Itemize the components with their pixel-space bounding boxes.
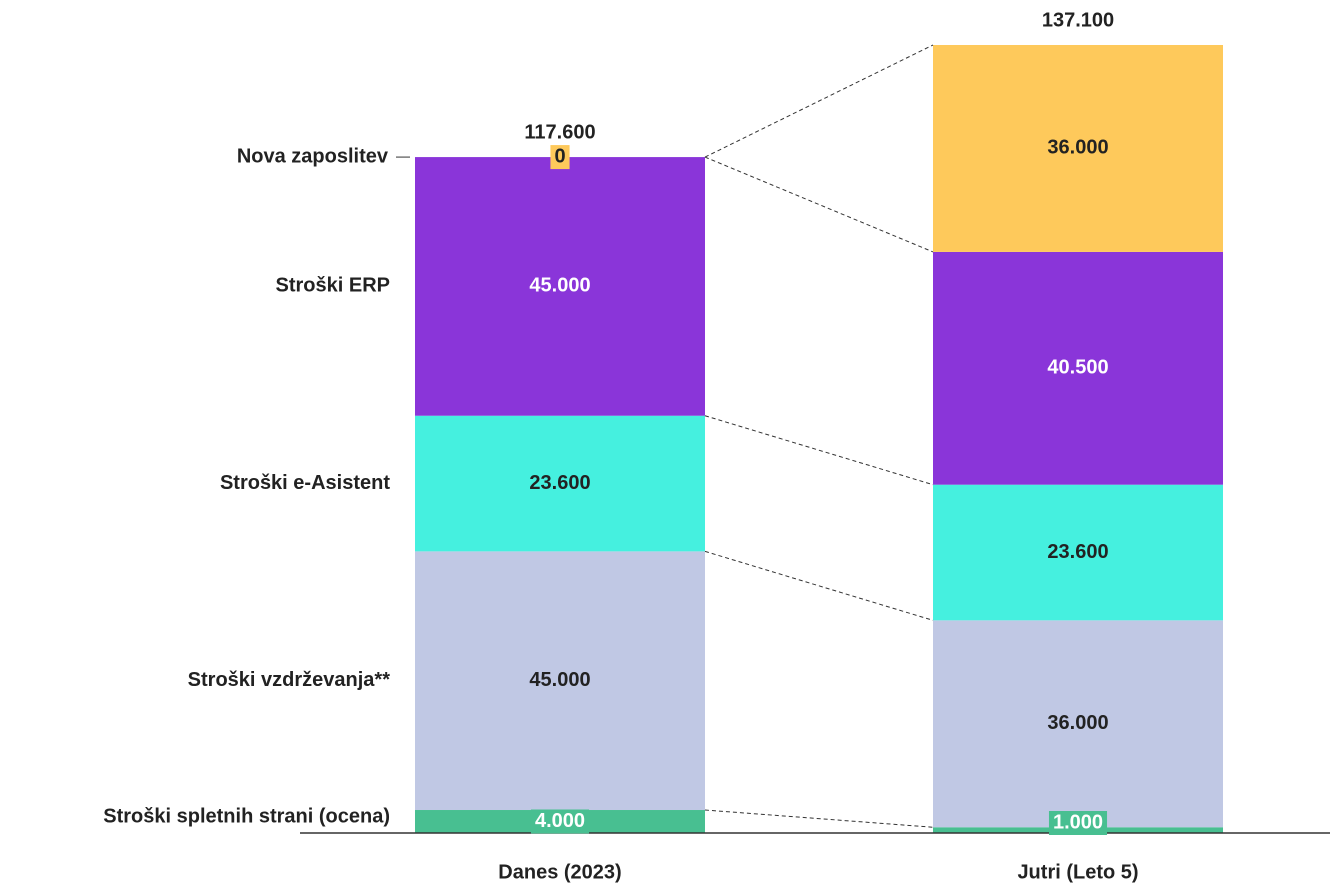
bar-segment — [415, 415, 705, 552]
value-label: 1.000 — [1053, 811, 1103, 833]
bar-segment — [415, 157, 705, 416]
total-label: 117.600 — [524, 121, 595, 143]
bar-segment — [933, 45, 1223, 252]
connector — [704, 44, 934, 158]
connector — [704, 809, 934, 828]
value-label: 36.000 — [1047, 712, 1108, 734]
legend-label: Stroški spletnih strani (ocena) — [103, 805, 390, 827]
total-label: 137.100 — [1042, 9, 1114, 31]
bar-segment — [933, 620, 1223, 828]
value-label: 23.600 — [529, 472, 590, 494]
bar-segment — [933, 484, 1223, 621]
bar-segment — [415, 551, 705, 811]
value-label: 40.500 — [1047, 357, 1108, 379]
label-box — [550, 145, 570, 170]
connector — [704, 550, 934, 621]
x-tick-label: Danes (2023) — [498, 861, 621, 883]
bar-segment — [933, 251, 1223, 485]
value-label: 0 — [554, 145, 565, 167]
legend-label: Stroški ERP — [276, 275, 390, 297]
connector — [704, 415, 934, 486]
value-label: 36.000 — [1047, 137, 1108, 159]
legend-label: Nova zaposlitev — [237, 145, 389, 167]
connector — [704, 156, 934, 253]
value-label: 23.600 — [1047, 541, 1108, 563]
x-tick-label: Jutri (Leto 5) — [1017, 861, 1138, 883]
value-label: 45.000 — [529, 275, 590, 297]
legend-label: Stroški vzdrževanja** — [188, 669, 391, 691]
value-label: 45.000 — [529, 669, 590, 691]
legend-label: Stroški e-Asistent — [220, 472, 390, 494]
label-box — [1048, 811, 1108, 835]
value-label: 4.000 — [535, 810, 585, 832]
label-box — [530, 809, 590, 834]
